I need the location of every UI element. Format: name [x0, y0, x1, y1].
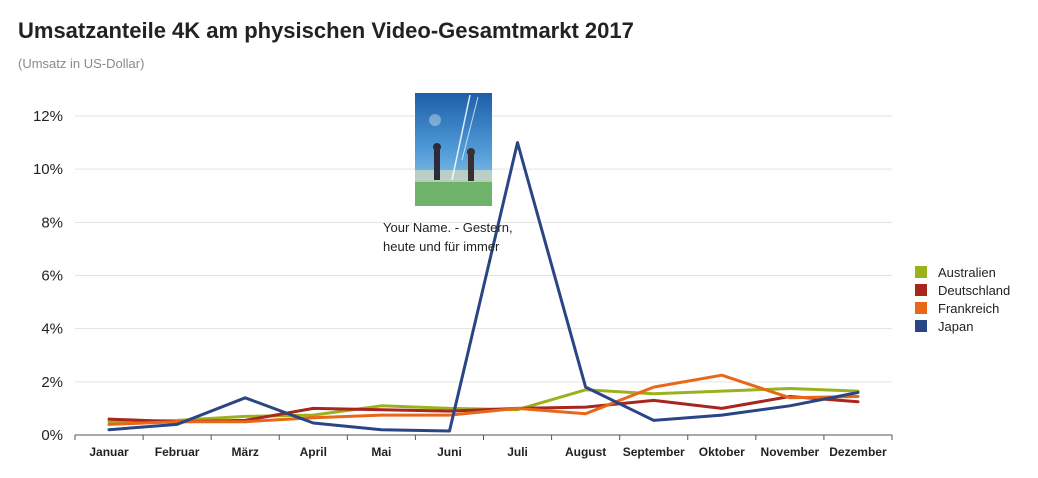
annotation-text-line2: heute und für immer: [383, 239, 500, 254]
y-tick-label: 12%: [33, 108, 63, 125]
x-tick-label: Juli: [507, 445, 528, 459]
y-tick-label: 6%: [41, 268, 63, 285]
chart-subtitle: (Umsatz in US-Dollar): [18, 56, 145, 71]
y-tick-label: 8%: [41, 214, 63, 231]
annotation: Your Name. - Gestern, heute und für imme…: [383, 93, 513, 262]
x-tick-label: März: [232, 445, 259, 459]
x-tick-label: September: [623, 445, 685, 459]
legend-label: Australien: [938, 265, 996, 280]
x-tick-label: August: [565, 445, 606, 459]
x-tick-label: Dezember: [829, 445, 887, 459]
chart-title: Umsatzanteile 4K am physischen Video-Ges…: [18, 18, 634, 43]
legend-label: Japan: [938, 319, 973, 334]
x-tick-label: Oktober: [699, 445, 745, 459]
axes: 0% 2% 4% 6% 8% 10% 12% Januar Februar März April Ma…: [33, 108, 893, 459]
series-line-frankreich: [107, 373, 860, 426]
x-tick-label: November: [761, 445, 820, 459]
legend: Australien Deutschland Frankreich Japan: [915, 265, 1010, 334]
x-tick-label: Juni: [437, 445, 462, 459]
x-tick-label: Mai: [371, 445, 391, 459]
y-tick-label: 0%: [41, 427, 63, 444]
legend-swatch: [915, 320, 927, 332]
series-line-japan: [107, 141, 860, 433]
legend-swatch: [915, 266, 927, 278]
y-tick-label: 2%: [41, 374, 63, 391]
x-tick-label: April: [300, 445, 327, 459]
x-tick-label: Februar: [155, 445, 200, 459]
legend-label: Deutschland: [938, 283, 1010, 298]
series-lines: [107, 141, 860, 433]
x-tick-label: Januar: [89, 445, 129, 459]
movie-poster-icon: [415, 93, 492, 206]
y-tick-label: 10%: [33, 161, 63, 178]
legend-swatch: [915, 284, 927, 296]
legend-swatch: [915, 302, 927, 314]
annotation-text-line1: Your Name. - Gestern,: [383, 220, 513, 235]
legend-label: Frankreich: [938, 301, 999, 316]
y-tick-label: 4%: [41, 321, 63, 338]
